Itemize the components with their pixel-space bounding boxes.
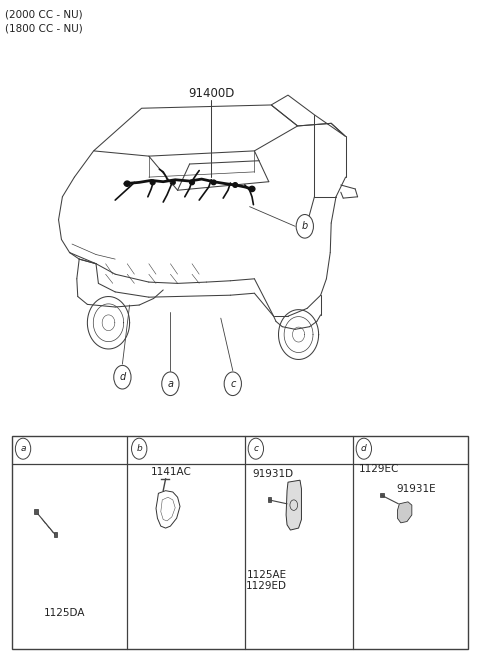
Text: (2000 CC - NU)
(1800 CC - NU): (2000 CC - NU) (1800 CC - NU)	[5, 10, 83, 34]
Text: 1125DA: 1125DA	[44, 608, 85, 619]
Ellipse shape	[190, 180, 194, 185]
Text: 91931D: 91931D	[252, 469, 293, 480]
Text: b: b	[136, 444, 142, 453]
Text: 91931E: 91931E	[396, 483, 436, 494]
Text: a: a	[20, 444, 26, 453]
Circle shape	[15, 438, 31, 459]
Bar	[35, 509, 38, 514]
Circle shape	[132, 438, 147, 459]
Ellipse shape	[211, 180, 216, 185]
Text: d: d	[361, 444, 367, 453]
Ellipse shape	[170, 180, 175, 185]
Text: 1129EC: 1129EC	[359, 464, 399, 474]
Circle shape	[162, 372, 179, 396]
Circle shape	[356, 438, 372, 459]
Circle shape	[114, 365, 131, 389]
Text: d: d	[119, 372, 126, 382]
Text: c: c	[253, 444, 258, 453]
Text: 91400D: 91400D	[188, 87, 234, 100]
Text: c: c	[230, 379, 236, 389]
Text: 1141AC: 1141AC	[151, 467, 192, 478]
Polygon shape	[397, 502, 412, 523]
Text: 1125AE
1129ED: 1125AE 1129ED	[246, 570, 287, 591]
Circle shape	[224, 372, 241, 396]
Bar	[54, 533, 57, 537]
Circle shape	[296, 215, 313, 238]
Ellipse shape	[249, 186, 255, 192]
Bar	[380, 493, 384, 497]
Text: b: b	[301, 221, 308, 232]
Circle shape	[248, 438, 264, 459]
Ellipse shape	[233, 182, 238, 188]
Text: a: a	[168, 379, 173, 389]
Bar	[12, 436, 468, 649]
Ellipse shape	[124, 181, 130, 186]
Ellipse shape	[150, 180, 155, 185]
Polygon shape	[286, 480, 301, 530]
Bar	[268, 497, 271, 502]
